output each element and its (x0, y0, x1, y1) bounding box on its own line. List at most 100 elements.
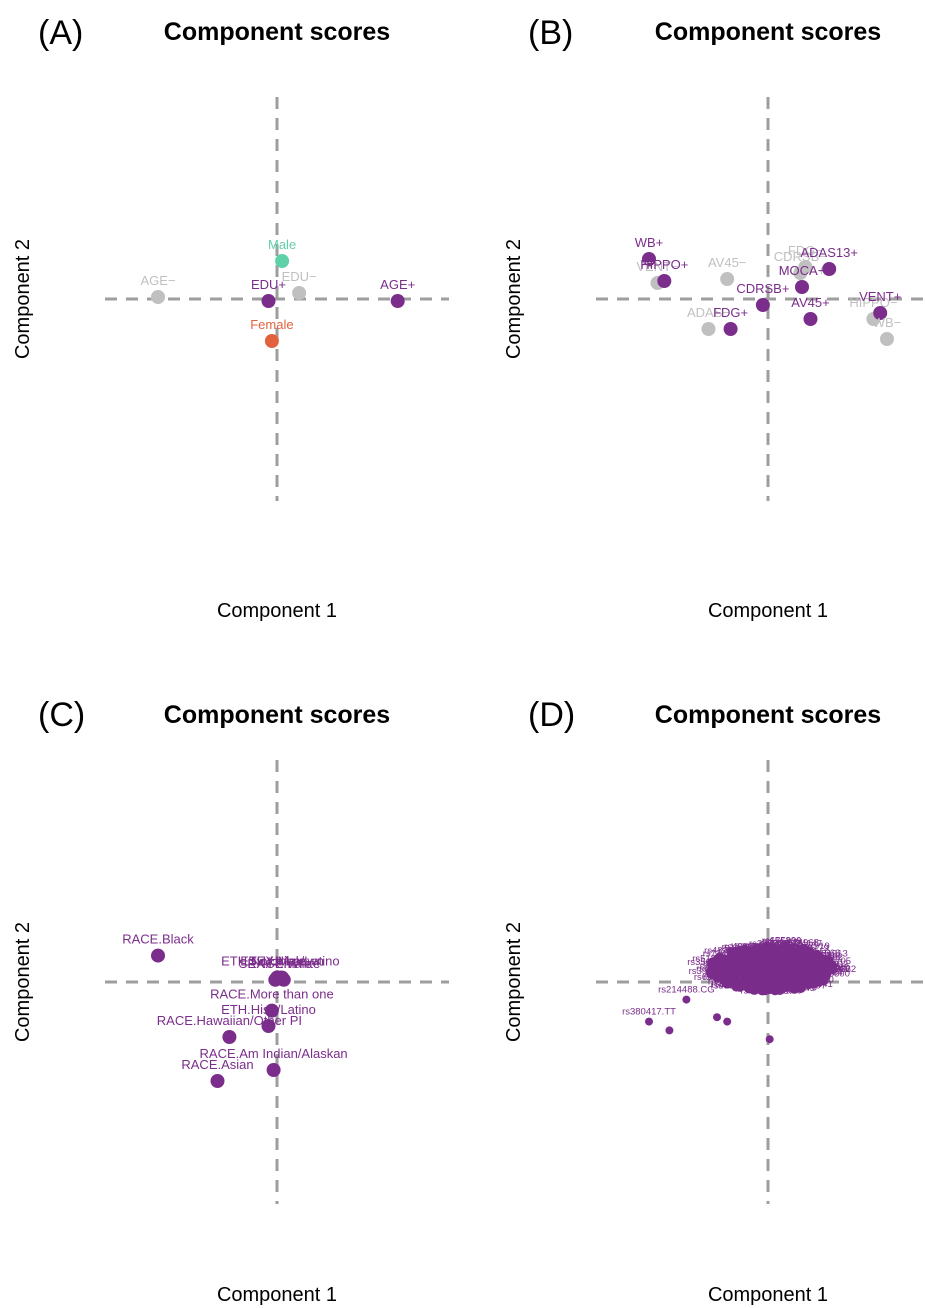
chart-title: Component scores (164, 18, 390, 46)
data-point (292, 286, 307, 300)
point-label: rs916414 (747, 974, 787, 985)
data-point (803, 312, 818, 326)
point-label: rs777919 (790, 941, 830, 952)
point-label: rs426519 (711, 962, 751, 973)
point-label: rs166820 (763, 950, 803, 961)
data-point (222, 1030, 237, 1044)
point-label: AGE− (140, 273, 175, 288)
data-point (800, 947, 811, 958)
point-label: rs675605 (752, 978, 792, 989)
point-label: rs891600 (765, 964, 805, 975)
point-label: rs520686 (730, 962, 770, 973)
point-label: rs809250 (771, 969, 811, 980)
point-label: rs106334 (743, 972, 783, 983)
point-label: WB+ (635, 235, 664, 250)
point-label: rs314841 (793, 979, 833, 990)
point-label: ETH.Hisp/Latino (221, 1002, 316, 1017)
point-label: rs533753 (748, 957, 788, 968)
point-label: rs415084 (760, 952, 800, 963)
point-label: rs216300 (810, 969, 850, 980)
data-point (873, 306, 888, 320)
data-point (763, 984, 774, 995)
point-label: HIPPO+ (640, 257, 688, 272)
point-label: rs470315 (703, 972, 743, 983)
point-label: rs898787 (767, 943, 807, 954)
data-point (765, 1035, 774, 1044)
point-label: rs859308 (792, 950, 832, 961)
point-label: rs101705 (811, 956, 851, 967)
y-axis-label: Component 2 (12, 239, 34, 359)
point-label: EDU− (282, 269, 317, 284)
point-label: rs550524 (711, 978, 751, 989)
y-axis-label: Component 2 (503, 922, 525, 1042)
point-label: rs933452 (772, 981, 812, 992)
point-label: rs961368 (740, 986, 780, 997)
point-label: Male (268, 237, 296, 252)
point-label: RACE.Hawaiian/Other PI (157, 1013, 302, 1028)
data-point (813, 964, 824, 975)
point-label: rs615142 (751, 940, 791, 951)
point-label: rs851125 (751, 964, 790, 975)
data-point (785, 945, 796, 956)
point-label: rs380417.TT (622, 1007, 676, 1018)
data-point (880, 332, 894, 346)
data-point (682, 995, 691, 1004)
point-label: rs102735 (801, 952, 841, 963)
data-point (275, 254, 290, 268)
point-label: RACE.Black (122, 932, 194, 947)
point-label: rs982514 (764, 962, 804, 973)
point-label: AV45+ (791, 295, 829, 310)
point-label: rs396531 (689, 966, 729, 977)
point-label: rs272052 (768, 970, 808, 981)
point-label: rs379980 (794, 961, 834, 972)
data-point (266, 1063, 281, 1077)
data-point (771, 984, 782, 995)
point-label: rs264482 (771, 965, 811, 976)
chart-title: Component scores (164, 701, 390, 729)
point-label: rs175339 (762, 936, 802, 947)
point-label: rs324147 (783, 938, 823, 949)
point-label: rs825720 (703, 958, 743, 969)
data-point (724, 959, 735, 970)
data-point (665, 1026, 674, 1035)
point-label: rs356994 (687, 957, 727, 968)
point-label: rs412827 (737, 945, 777, 956)
data-point (795, 280, 809, 294)
point-label: rs560987 (772, 971, 812, 982)
point-label: rs117770 (796, 959, 835, 970)
data-point (751, 966, 762, 977)
point-label: RACE.More than one (210, 987, 334, 1002)
point-label: rs206728 (772, 967, 812, 978)
point-label: rs197688 (722, 942, 762, 953)
point-label: rs230177 (790, 963, 830, 974)
point-label: rs943428 (722, 960, 762, 971)
point-label: VENT− (636, 259, 678, 274)
data-point (151, 948, 165, 963)
data-point (261, 1019, 276, 1033)
data-point (814, 976, 825, 987)
point-label: rs419737 (782, 978, 822, 989)
panel-a: (A) Component scores Component 1 Compone… (12, 14, 449, 622)
point-label: rs940639 (776, 954, 816, 965)
data-point (210, 1074, 225, 1088)
point-label: rs333093 (771, 980, 811, 991)
point-label: EDU+ (251, 277, 286, 292)
point-label: rs288499 (712, 959, 752, 970)
point-label: rs743949 (781, 971, 821, 982)
point-label: rs152364 (746, 967, 786, 978)
point-label: rs469887 (809, 963, 849, 974)
point-label: rs181913 (808, 948, 848, 959)
data-point (713, 1013, 721, 1022)
point-label: rs252075 (745, 961, 785, 972)
point-label: rs737225 (776, 943, 816, 954)
data-point (390, 294, 405, 308)
data-point (657, 274, 672, 288)
point-label: rs100906 (762, 985, 802, 996)
point-label: RACE.Asian (181, 1057, 253, 1072)
point-label: rs966218 (770, 943, 810, 954)
point-label: rs280651 (758, 967, 798, 978)
point-label: rs623359 (694, 972, 734, 983)
point-label: rs180779 (789, 943, 829, 954)
chart-title: Component scores (655, 18, 881, 46)
